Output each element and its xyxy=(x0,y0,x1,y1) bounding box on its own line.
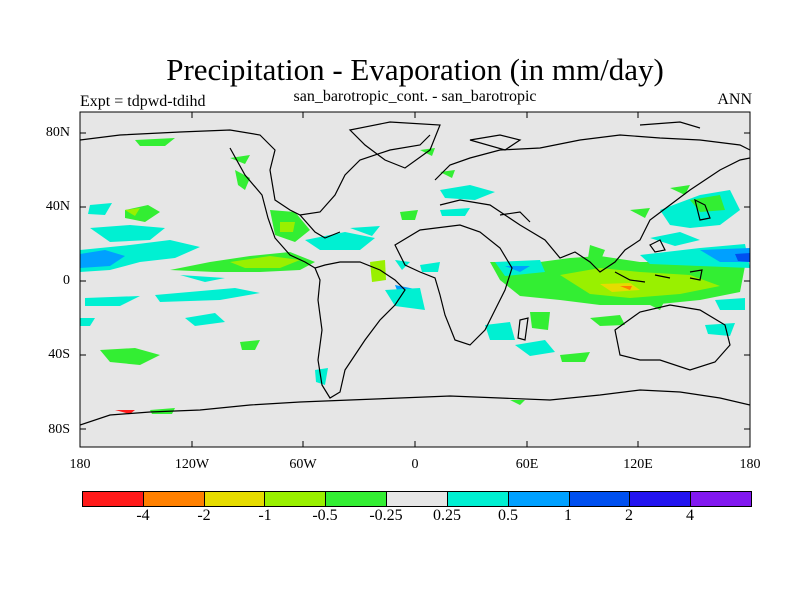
colorbar-label: 0.5 xyxy=(498,507,518,524)
coastline xyxy=(649,239,666,253)
contour-region xyxy=(80,318,95,326)
colorbar-swatch xyxy=(204,492,266,506)
plot-subtitle: san_barotropic_cont. - san_barotropic xyxy=(293,88,537,105)
contour-region xyxy=(560,268,720,298)
contour-region xyxy=(370,260,386,282)
coastline xyxy=(614,269,703,283)
season-label: ANN xyxy=(717,91,752,108)
contour-region xyxy=(715,298,745,310)
contour-region xyxy=(588,245,605,262)
coastline xyxy=(517,317,529,341)
contour-region xyxy=(315,368,328,385)
lon-tick-label: 60E xyxy=(515,457,539,472)
contour-region xyxy=(350,226,380,236)
lon-tick-label: 0 xyxy=(411,457,419,472)
contour-region xyxy=(530,312,550,330)
contour-region xyxy=(670,185,690,195)
colorbar-swatch xyxy=(143,492,205,506)
coastline xyxy=(394,224,513,346)
colorbar-label: -2 xyxy=(197,507,211,524)
contour-region xyxy=(125,208,140,216)
coastline xyxy=(499,211,531,223)
contour-region xyxy=(590,315,625,326)
colorbar-swatch xyxy=(630,492,692,506)
contour-region xyxy=(90,225,165,242)
colorbar-label: 1 xyxy=(564,507,572,524)
colorbar-swatch xyxy=(326,492,388,506)
colorbar-swatch xyxy=(691,492,751,506)
contour-region xyxy=(280,222,295,232)
plot-title: Precipitation - Evaporation (in mm/day) xyxy=(166,52,664,87)
contour-region xyxy=(690,195,725,212)
lat-tick-label: 0 xyxy=(63,273,70,288)
contour-region xyxy=(440,208,470,216)
contour-region xyxy=(88,203,112,215)
colorbar-label: 2 xyxy=(625,507,633,524)
contour-region xyxy=(100,348,160,365)
axis-ticks xyxy=(80,112,750,447)
lon-tick-label: 120W xyxy=(174,457,210,472)
coastlines xyxy=(80,121,750,426)
colorbar-swatch xyxy=(447,492,509,506)
coastline xyxy=(614,304,731,371)
coastline xyxy=(314,261,406,399)
colorbar-swatch xyxy=(569,492,631,506)
contour-region xyxy=(135,138,175,146)
lon-tick-label: 120E xyxy=(623,457,653,472)
colorbar-label: 4 xyxy=(686,507,694,524)
lat-tick-label: 40N xyxy=(45,199,70,214)
colorbar-swatch xyxy=(387,492,448,506)
colorbar-swatch xyxy=(508,492,570,506)
contour-region xyxy=(240,340,260,350)
lat-tick-label: 40S xyxy=(48,347,70,362)
colorbar-swatch xyxy=(83,492,144,506)
contour-region xyxy=(80,250,125,268)
coastline xyxy=(348,121,441,169)
experiment-label: Expt = tdpwd-tdihd xyxy=(80,93,206,110)
colorbar-label: -4 xyxy=(136,507,150,524)
contour-region xyxy=(650,232,700,246)
contour-region xyxy=(235,170,250,190)
contour-fills xyxy=(80,138,750,414)
coastline xyxy=(639,121,701,129)
contour-region xyxy=(85,296,140,306)
lon-tick-label: 180 xyxy=(739,457,761,472)
lon-tick-label: 60W xyxy=(289,457,317,472)
colorbar xyxy=(82,491,752,507)
colorbar-label: -0.5 xyxy=(312,507,338,524)
coastline xyxy=(80,129,431,269)
contour-region xyxy=(620,286,632,290)
contour-region xyxy=(630,208,650,218)
contour-region xyxy=(515,340,555,356)
coastline xyxy=(299,214,341,239)
contour-region xyxy=(485,322,515,340)
lat-tick-label: 80S xyxy=(48,422,70,437)
contour-region xyxy=(510,400,525,405)
coastline xyxy=(434,134,750,273)
contour-region xyxy=(735,253,750,262)
contour-region xyxy=(185,313,225,326)
coastline xyxy=(469,134,522,151)
contour-region xyxy=(180,275,225,282)
coastline xyxy=(80,389,750,426)
colorbar-label: -0.25 xyxy=(369,507,403,524)
contour-region xyxy=(230,256,300,268)
contour-region xyxy=(155,288,260,302)
coastline xyxy=(694,198,711,221)
lon-tick-label: 180 xyxy=(69,457,91,472)
contour-region xyxy=(560,352,590,362)
contour-region xyxy=(705,323,735,336)
contour-region xyxy=(400,210,418,220)
colorbar-label: -1 xyxy=(258,507,272,524)
colorbar-swatch xyxy=(265,492,327,506)
contour-region xyxy=(440,185,495,200)
contour-region xyxy=(420,262,440,272)
contour-region xyxy=(395,260,410,270)
colorbar-label: 0.25 xyxy=(433,507,461,524)
lat-tick-label: 80N xyxy=(45,125,70,140)
